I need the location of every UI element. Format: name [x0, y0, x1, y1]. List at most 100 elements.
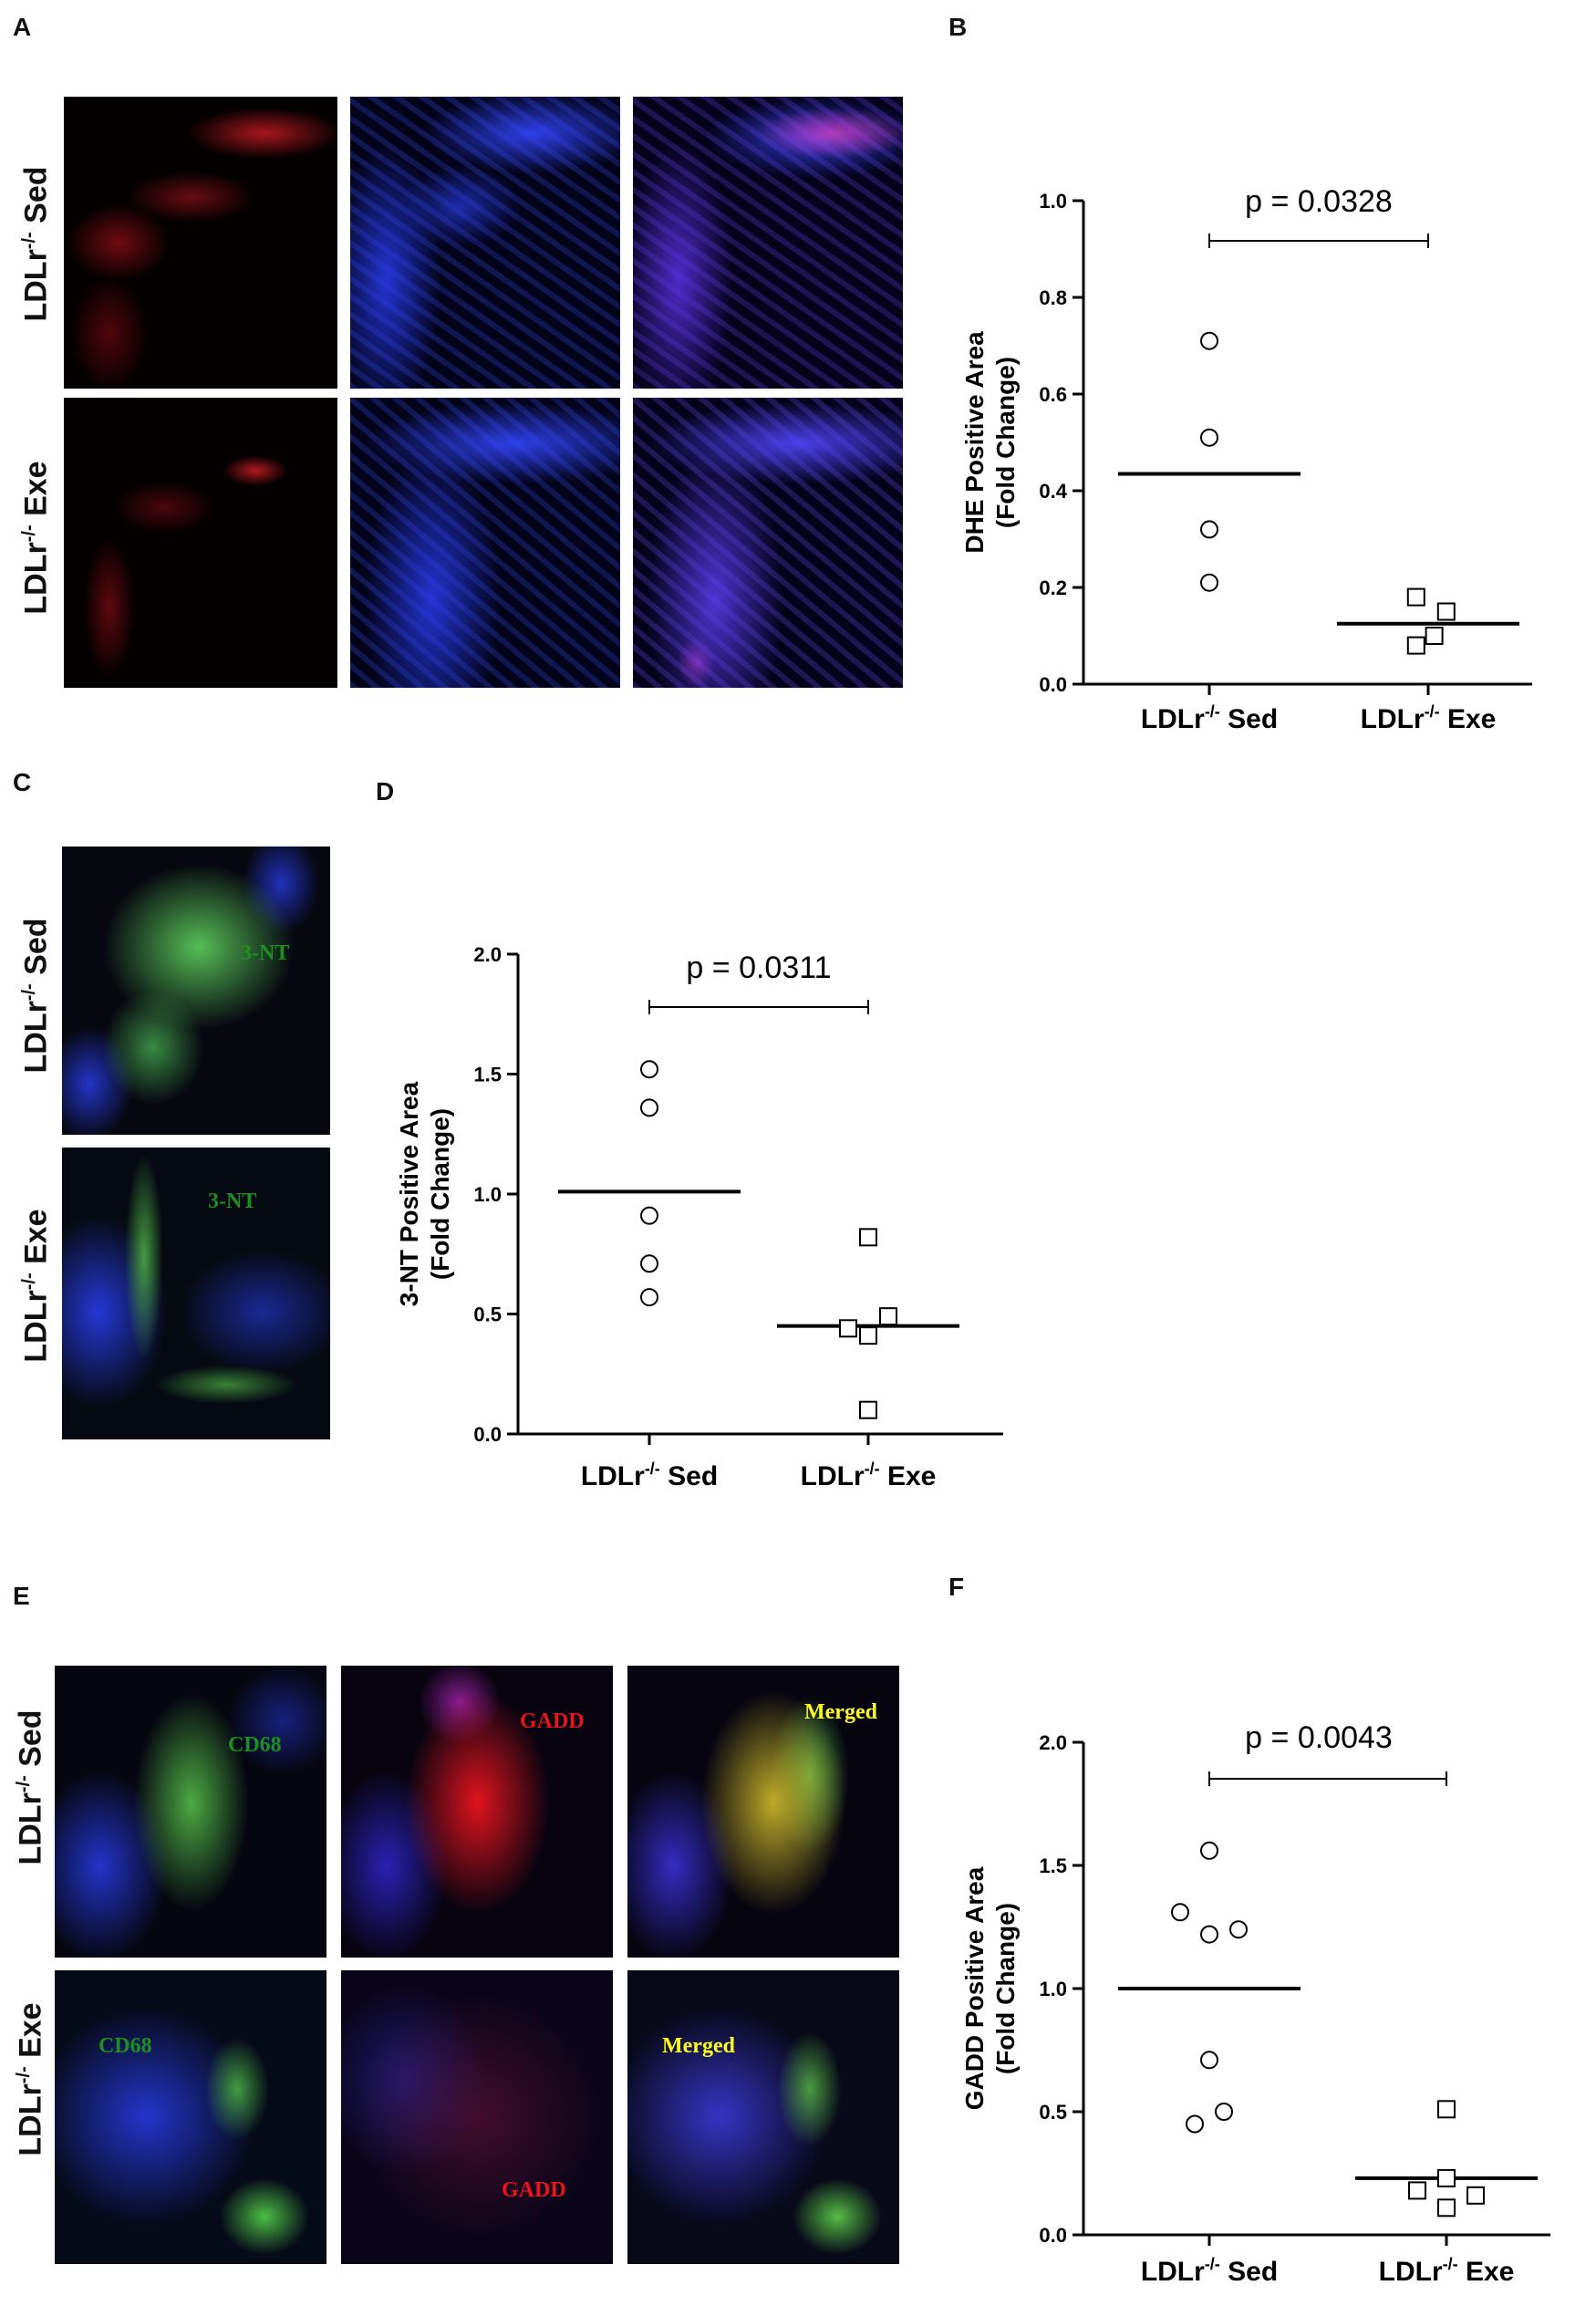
data-point [1408, 2181, 1426, 2200]
micrograph-a-sed-dhe [64, 97, 337, 389]
data-point [640, 1288, 658, 1307]
label-cd68: CD68 [98, 2034, 152, 2058]
y-tick-label: 2.0 [473, 943, 502, 966]
x-tick-label-part: -/- [1443, 2255, 1458, 2273]
y-tick-label: 1.5 [473, 1064, 502, 1086]
micrograph-e-exe-merged: Merged [627, 1970, 899, 2264]
x-tick-label: LDLr-/- Exe [1379, 2255, 1515, 2287]
x-tick-label-part: Sed [660, 1461, 718, 1491]
data-point [859, 1228, 877, 1247]
x-tick-label-part: LDLr [1361, 704, 1425, 734]
x-tick-label: LDLr-/- Exe [801, 1459, 937, 1491]
y-tick-label: 0.8 [1039, 286, 1067, 309]
data-point [1406, 587, 1425, 607]
micrograph-a-exe-nuclei [350, 398, 620, 688]
label-merged: Merged [662, 2034, 735, 2058]
data-point [879, 1307, 897, 1326]
x-tick-label-part: -/- [865, 1459, 880, 1478]
x-tick-label: LDLr-/- Sed [581, 1459, 718, 1491]
x-tick-label-part: LDLr [1379, 2257, 1443, 2287]
y-axis-label-line: (Fold Change) [991, 1903, 1020, 2074]
chart-d: 0.0 0.5 1.0 1.5 2.0 3-NT Positive Area (Fold C… [395, 943, 1003, 1491]
y-axis-label-line: (Fold Change) [426, 1108, 454, 1280]
y-tick-label: 0.0 [1039, 673, 1067, 696]
panel-letter-c: C [13, 768, 32, 796]
micrograph-c-sed: 3-NT [62, 847, 330, 1135]
y-tick-label: 0.4 [1039, 480, 1067, 503]
y-tick-label: 1.0 [1039, 1978, 1067, 2000]
micrograph-a-sed-nuclei [350, 97, 620, 389]
label-merged: Merged [804, 1700, 877, 1724]
label-cd68: CD68 [228, 1733, 282, 1757]
data-point [1437, 2100, 1456, 2119]
chart-b: 0.0 0.2 0.4 0.6 0.8 1.0 DHE Positive Area (Fold… [960, 184, 1532, 734]
data-point [1229, 1920, 1248, 1939]
y-axis-label-line: 3-NT Positive Area [395, 1081, 423, 1306]
data-point [640, 1206, 658, 1225]
x-tick-label-part: -/- [645, 1459, 660, 1478]
p-value-annotation: p = 0.0328 [1245, 184, 1393, 219]
panel-letter-d: D [376, 777, 395, 805]
row-label-sed: LDLr-/- Sed [13, 1709, 48, 1865]
data-point [859, 1326, 877, 1345]
label-gadd: GADD [502, 2178, 566, 2202]
label-3nt: 3-NT [241, 941, 290, 965]
data-point [1200, 520, 1218, 539]
data-point [1436, 602, 1456, 621]
y-tick-label: 0.0 [473, 1423, 502, 1446]
data-point [1437, 2168, 1456, 2187]
x-tick-label-part: LDLr [581, 1461, 645, 1491]
data-point [1200, 573, 1218, 592]
data-point [1425, 627, 1444, 645]
row-label-exe: LDLr-/- Exe [13, 2002, 48, 2156]
y-tick-label: 0.5 [473, 1304, 502, 1326]
data-point [1437, 2198, 1456, 2218]
chart-f: 0.0 0.5 1.0 1.5 2.0 GADD Positive Area (Fold C… [960, 1720, 1550, 2287]
y-axis-label: 3-NT Positive Area (Fold Change) [395, 1081, 454, 1306]
row-label-sed: LDLr-/- Sed [18, 918, 54, 1074]
micrograph-e-exe-cd68: CD68 [55, 1970, 326, 2264]
x-tick-label-part: Exe [1440, 704, 1497, 734]
x-tick-label: LDLr-/- Sed [1141, 702, 1278, 734]
data-point [1200, 1925, 1218, 1944]
x-tick-label-part: Exe [1458, 2257, 1515, 2287]
x-tick-label-part: Sed [1220, 2257, 1278, 2287]
x-tick-label-part: LDLr [1141, 2257, 1205, 2287]
y-tick-label: 0.5 [1039, 2101, 1067, 2124]
data-point [1215, 2103, 1233, 2121]
panel-letter-a: A [13, 13, 32, 41]
y-axis-label: DHE Positive Area (Fold Change) [960, 331, 1020, 554]
y-tick-label: 2.0 [1039, 1731, 1067, 1754]
y-tick-label: 1.0 [1039, 190, 1067, 213]
row-label-exe: LDLr-/- Exe [18, 1209, 54, 1363]
micrograph-a-exe-dhe [64, 398, 337, 688]
data-point [1200, 331, 1218, 350]
micrograph-e-sed-cd68: CD68 [55, 1666, 326, 1958]
row-label-sed: LDLr-/- Sed [18, 166, 54, 322]
data-point [1406, 636, 1425, 655]
x-tick-label-part: LDLr [1141, 704, 1205, 734]
y-tick-label: 0.0 [1039, 2224, 1067, 2247]
x-tick-label-part: -/- [1205, 2255, 1220, 2273]
label-3nt: 3-NT [208, 1189, 257, 1213]
data-point [640, 1060, 658, 1079]
y-axis-label-line: DHE Positive Area [960, 331, 989, 554]
micrograph-e-exe-gadd: GADD [341, 1970, 613, 2264]
data-point [1200, 2051, 1218, 2070]
micrograph-e-sed-gadd: GADD [341, 1666, 613, 1958]
panel-letter-f: F [948, 1573, 965, 1601]
y-tick-label: 1.5 [1039, 1854, 1067, 1877]
p-value-annotation: p = 0.0311 [686, 950, 831, 985]
micrograph-e-sed-merged: Merged [627, 1666, 899, 1958]
x-tick-label-part: -/- [1205, 702, 1220, 721]
y-axis-label: GADD Positive Area (Fold Change) [960, 1866, 1020, 2110]
data-point [839, 1319, 857, 1338]
micrograph-c-exe: 3-NT [62, 1148, 330, 1439]
label-gadd: GADD [520, 1709, 585, 1733]
data-point [1200, 1841, 1218, 1860]
y-tick-label: 1.0 [473, 1183, 502, 1206]
y-axis-label-line: GADD Positive Area [960, 1866, 989, 2110]
row-label-exe: LDLr-/- Exe [18, 461, 54, 615]
panel-letter-e: E [13, 1582, 30, 1610]
y-axis-label-line: (Fold Change) [991, 357, 1020, 528]
